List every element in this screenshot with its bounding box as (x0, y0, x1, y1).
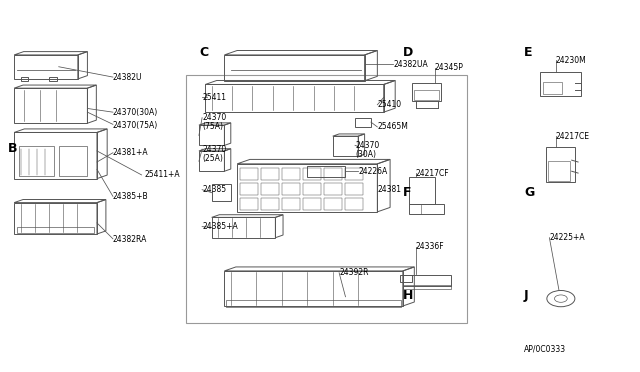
Text: 24382UA: 24382UA (394, 60, 428, 69)
Text: 24385+B: 24385+B (113, 192, 148, 201)
Text: 24392R: 24392R (339, 268, 369, 277)
Text: AP/0C0333: AP/0C0333 (524, 345, 566, 354)
Text: 24226A: 24226A (358, 167, 387, 176)
Text: 25410: 25410 (378, 100, 401, 109)
Text: 24345P: 24345P (435, 63, 463, 72)
Text: 24230M: 24230M (556, 56, 586, 65)
Text: 24381: 24381 (378, 185, 401, 194)
Text: F: F (403, 186, 412, 199)
Text: J: J (524, 289, 529, 302)
Text: 24370: 24370 (202, 145, 227, 154)
Text: 25465M: 25465M (378, 122, 408, 131)
Text: 24370(75A): 24370(75A) (113, 121, 158, 129)
Text: 24225+A: 24225+A (549, 233, 585, 242)
Text: 24370: 24370 (202, 113, 227, 122)
Text: 24381+A: 24381+A (113, 148, 148, 157)
Text: E: E (524, 46, 532, 59)
Text: 24336F: 24336F (415, 243, 444, 251)
Text: D: D (403, 46, 413, 59)
Text: 24385+A: 24385+A (202, 222, 238, 231)
Text: 25411: 25411 (202, 93, 226, 102)
Text: 25411+A: 25411+A (145, 170, 180, 179)
Text: 24370(30A): 24370(30A) (113, 108, 158, 117)
Text: 24382RA: 24382RA (113, 235, 147, 244)
Text: (75A): (75A) (202, 122, 223, 131)
Text: 24385: 24385 (202, 185, 226, 194)
Text: B: B (8, 142, 17, 155)
Text: 24382U: 24382U (113, 73, 143, 81)
Text: H: H (403, 289, 413, 302)
Text: C: C (199, 46, 208, 59)
Text: (25A): (25A) (202, 154, 223, 163)
Text: 24217CE: 24217CE (556, 132, 590, 141)
Text: 24217CF: 24217CF (415, 169, 449, 177)
Text: (30A): (30A) (355, 150, 376, 159)
Text: G: G (524, 186, 534, 199)
Text: 24370: 24370 (355, 141, 380, 150)
